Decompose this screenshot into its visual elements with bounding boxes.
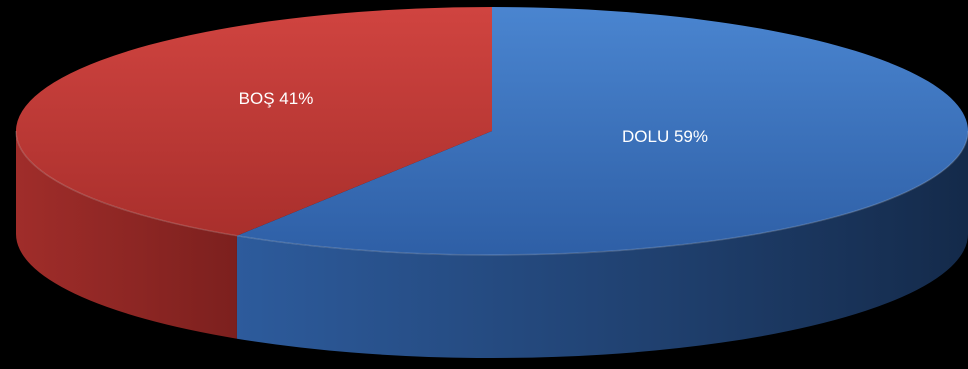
slice-side-dolu [236,131,968,358]
slice-label-bos: BOŞ 41% [239,89,314,108]
slice-label-dolu: DOLU 59% [622,127,708,146]
rim-highlight [15,130,968,256]
slice-bos [16,7,492,236]
slice-side-bos [16,131,237,339]
slice-dolu [236,7,968,255]
